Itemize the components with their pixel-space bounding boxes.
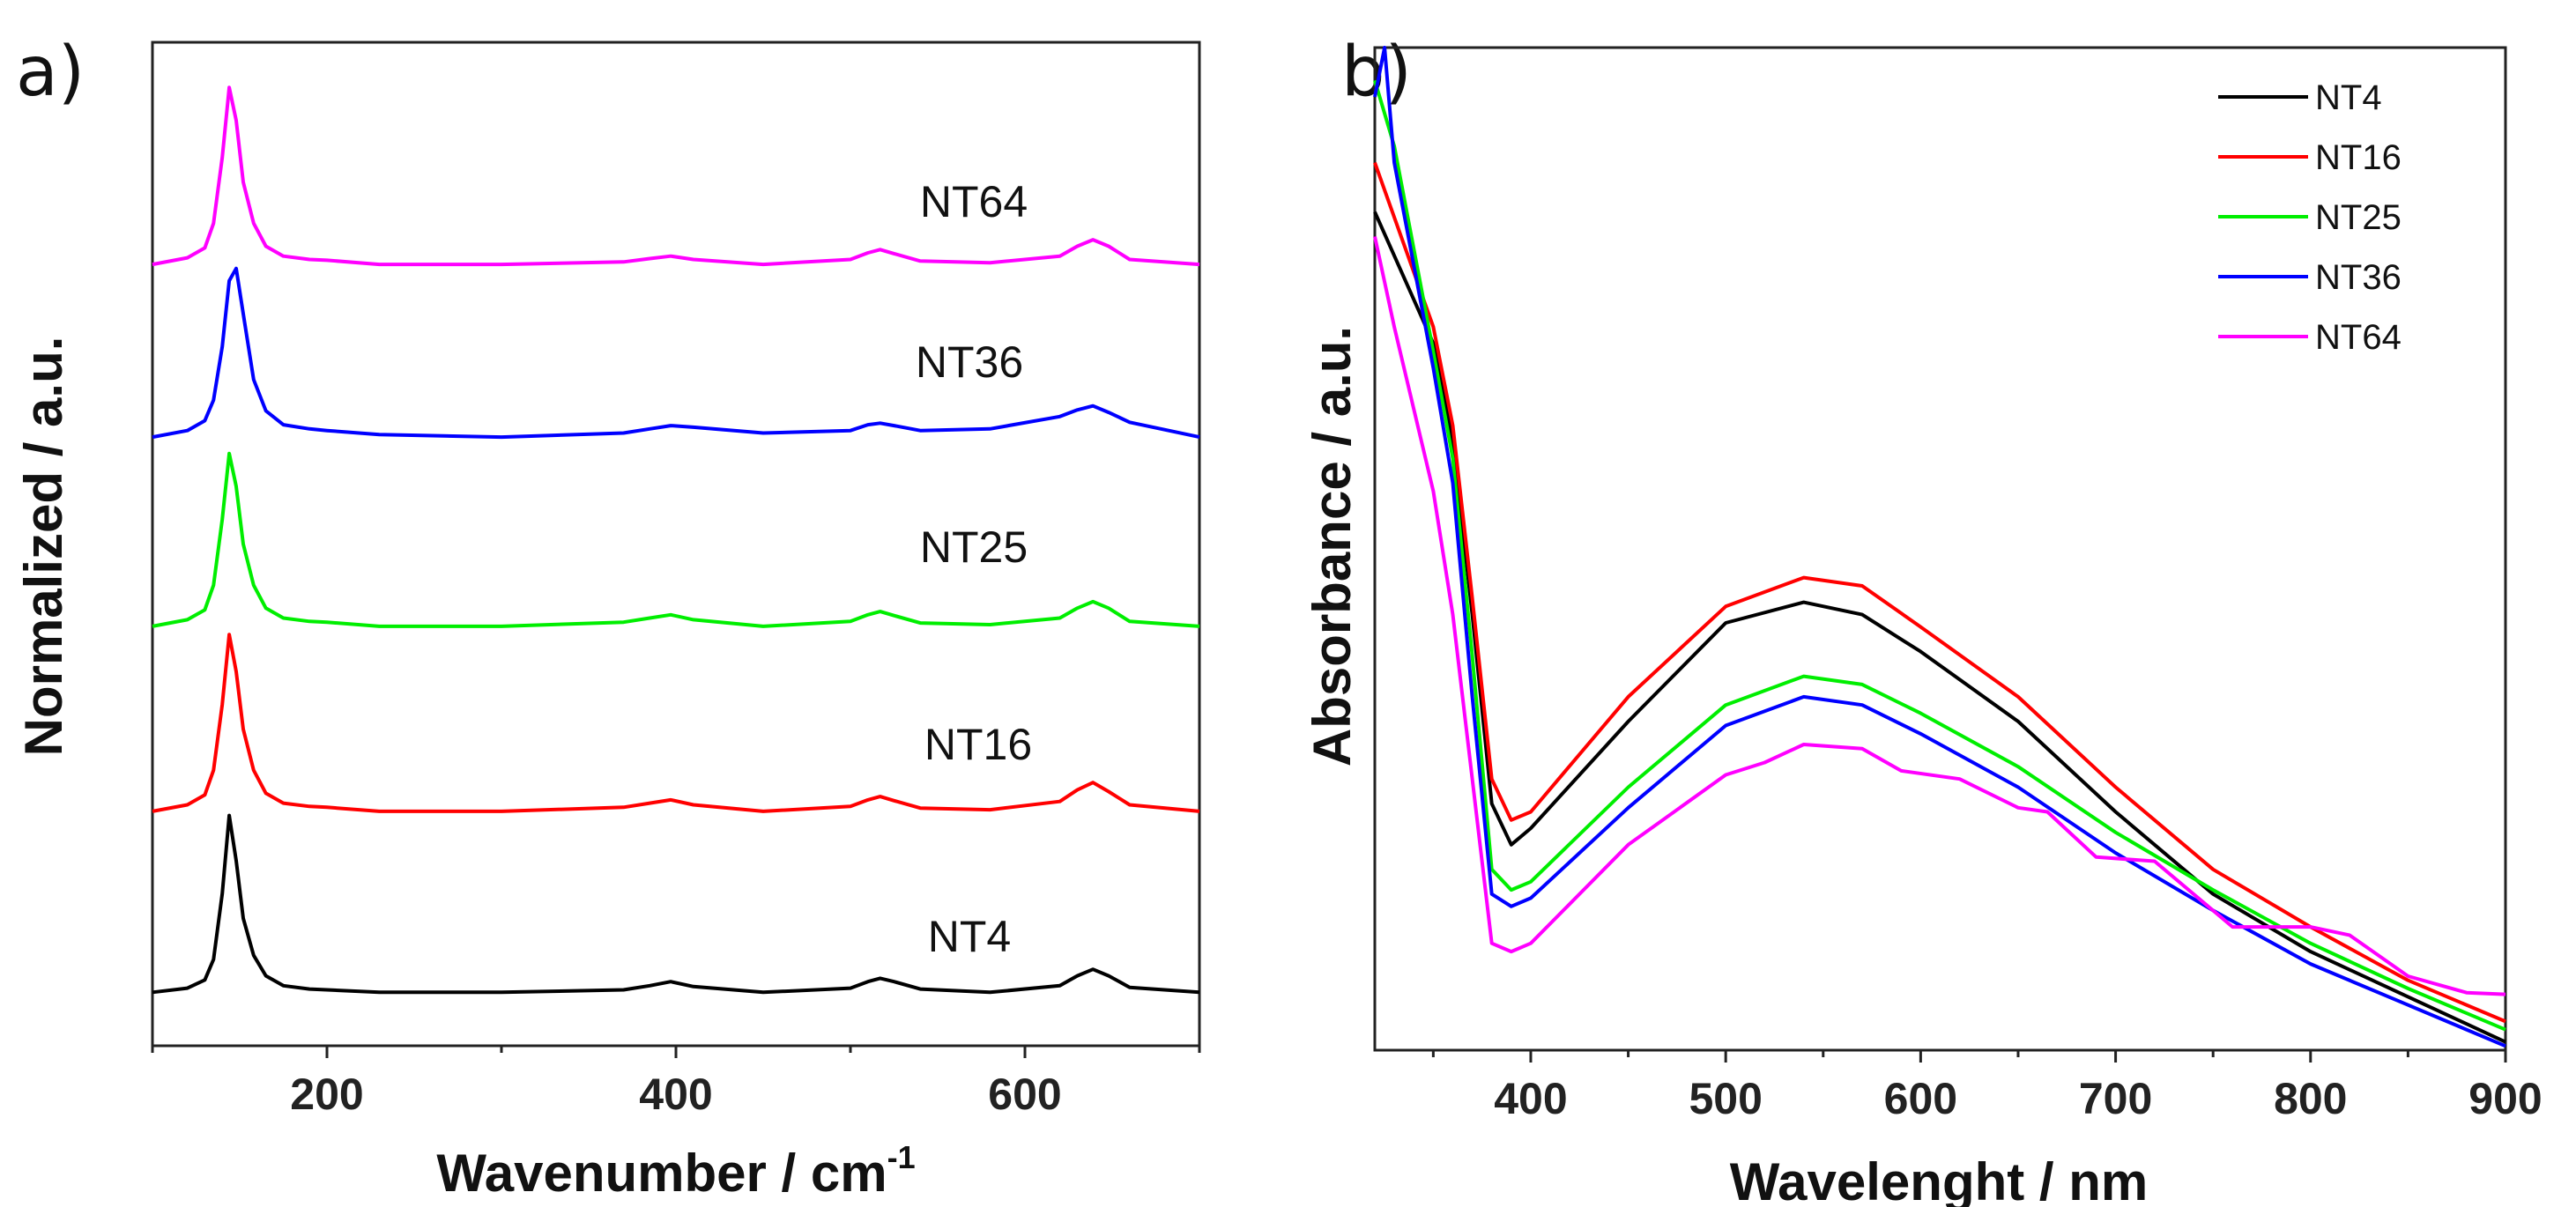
series-line-nt4 — [152, 813, 1200, 995]
series-line-nt64 — [1373, 236, 2506, 996]
series-line-nt64 — [152, 85, 1200, 267]
series-label-nt36: NT36 — [916, 337, 1023, 387]
legend-label-nt4: NT4 — [2315, 78, 2382, 117]
raman-plot: 200 400 600 NT4 NT16 NT25 NT36 NT64 — [151, 41, 1201, 1119]
absorbance-plot: 400 500 600 700 800 900 NT4 NT16 NT25 NT36 NT64 — [1373, 46, 2543, 1123]
legend-label-nt64: NT64 — [2315, 318, 2402, 357]
x-tick-label: 500 — [1689, 1074, 1762, 1123]
legend-label-nt16: NT16 — [2315, 138, 2402, 177]
series-line-nt25 — [152, 451, 1200, 628]
x-tick-label: 400 — [1494, 1074, 1567, 1123]
x-tick-label: 900 — [2468, 1074, 2542, 1123]
y-axis-label-a: Normalized / a.u. — [14, 337, 73, 757]
x-tick-label: 800 — [2274, 1074, 2347, 1123]
series-label-nt25: NT25 — [920, 522, 1028, 572]
x-axis-label-a-sup: -1 — [887, 1139, 916, 1175]
plot-frame — [1373, 46, 2507, 1052]
series-line-nt36 — [1373, 46, 2506, 1048]
panel-label-a: a) — [16, 33, 85, 112]
series-line-nt4 — [1373, 211, 2506, 1044]
panel-label-b: b) — [1341, 33, 1412, 112]
series-line-nt16 — [1373, 161, 2506, 1024]
series-line-nt16 — [152, 633, 1200, 813]
series-label-nt4: NT4 — [928, 912, 1011, 961]
x-axis-label-b: Wavelenght / nm — [1730, 1152, 2149, 1207]
x-tick-label: 600 — [1884, 1074, 1957, 1123]
x-tick-label: 600 — [988, 1070, 1061, 1119]
legend-label-nt36: NT36 — [2315, 258, 2402, 297]
x-tick-label: 400 — [639, 1070, 712, 1119]
x-tick-label: 200 — [290, 1070, 363, 1119]
y-axis-label-b: Absorbance / a.u. — [1303, 326, 1362, 766]
plot-frame — [151, 41, 1201, 1048]
series-line-nt36 — [152, 266, 1200, 440]
x-axis-label-a: Wavenumber / cm-1 — [436, 1139, 915, 1203]
series-label-nt64: NT64 — [920, 177, 1028, 226]
x-axis-label-a-text: Wavenumber / cm — [436, 1144, 887, 1203]
series-line-nt25 — [1373, 79, 2506, 1032]
x-tick-label: 700 — [2079, 1074, 2152, 1123]
legend-label-nt25: NT25 — [2315, 198, 2402, 237]
series-label-nt16: NT16 — [924, 720, 1032, 769]
